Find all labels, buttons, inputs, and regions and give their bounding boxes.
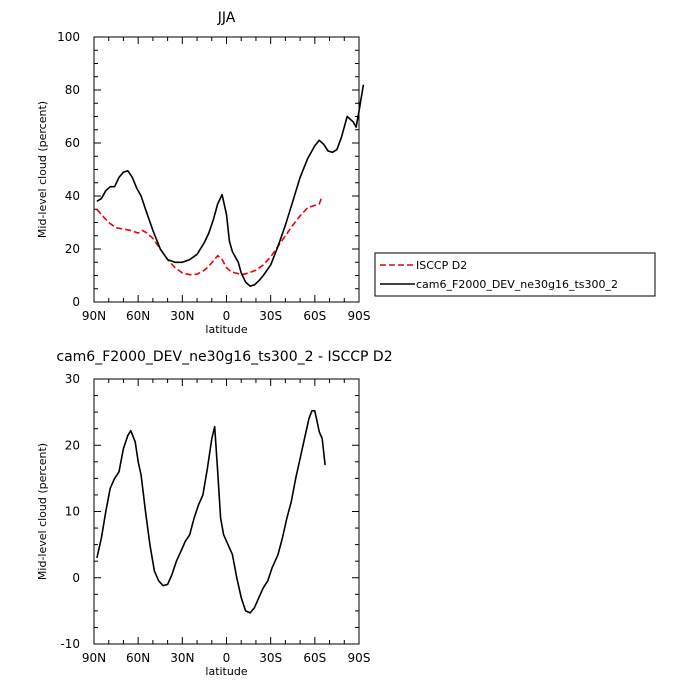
chart-title: cam6_F2000_DEV_ne30g16_ts300_2 - ISCCP D…: [56, 349, 392, 365]
legend-label: cam6_F2000_DEV_ne30g16_ts300_2: [416, 278, 618, 291]
legend-box: [374, 252, 656, 297]
y-tick-label: 0: [72, 571, 80, 585]
x-tick-label: 90N: [82, 309, 106, 323]
x-tick-label: 90S: [348, 651, 371, 665]
x-tick-label: 0: [223, 651, 231, 665]
x-tick-label: 90S: [348, 309, 371, 323]
x-tick-label: 60S: [303, 651, 326, 665]
y-tick-label: 20: [65, 242, 80, 256]
y-tick-label: 60: [65, 136, 80, 150]
y-tick-label: 30: [65, 372, 80, 386]
plot-frame: [93, 36, 360, 303]
x-tick-label: 90N: [82, 651, 106, 665]
x-tick-label: 60N: [126, 309, 150, 323]
series-line: [96, 410, 326, 614]
series-line: [96, 195, 323, 276]
y-tick-label: 40: [65, 189, 80, 203]
x-tick-label: 30N: [170, 651, 194, 665]
y-tick-label: 80: [65, 83, 80, 97]
y-axis-label: Mid-level cloud (percent): [36, 443, 49, 580]
x-tick-label: 60S: [303, 309, 326, 323]
y-tick-label: 0: [72, 295, 80, 309]
y-tick-label: 100: [57, 30, 80, 44]
x-axis-label: latitude: [205, 665, 247, 678]
x-tick-label: 0: [223, 309, 231, 323]
x-axis-label: latitude: [205, 323, 247, 336]
x-tick-label: 30N: [170, 309, 194, 323]
y-axis-label: Mid-level cloud (percent): [36, 101, 49, 238]
x-tick-label: 60N: [126, 651, 150, 665]
x-tick-label: 30S: [259, 651, 282, 665]
y-tick-label: 10: [65, 505, 80, 519]
chart-title: JJA: [217, 10, 236, 26]
y-tick-label: 20: [65, 438, 80, 452]
x-tick-label: 30S: [259, 309, 282, 323]
legend-label: ISCCP D2: [416, 259, 467, 272]
y-tick-label: -10: [60, 637, 80, 651]
series-line: [96, 84, 365, 287]
plot-frame: [93, 378, 360, 645]
